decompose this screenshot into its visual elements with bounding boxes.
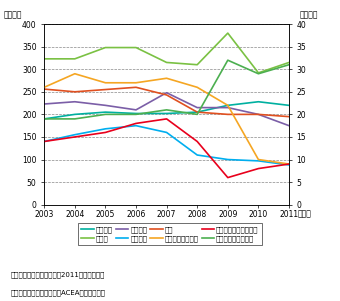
スペイン <box>134 124 138 128</box>
ドイツ <box>42 57 46 61</box>
アイルランド（左軸） <box>73 135 77 139</box>
英国 <box>42 87 46 91</box>
ギリシャ（左軸） <box>287 162 291 166</box>
Text: （万台）: （万台） <box>299 11 318 20</box>
Line: ギリシャ（左軸）: ギリシャ（左軸） <box>44 74 289 164</box>
フランス <box>287 104 291 107</box>
アイルランド（左軸） <box>256 167 260 170</box>
ポルトガル（左軸） <box>134 113 138 116</box>
Line: アイルランド（左軸）: アイルランド（左軸） <box>44 119 289 178</box>
イタリア <box>165 91 169 95</box>
ポルトガル（左軸） <box>195 113 199 116</box>
アイルランド（左軸） <box>226 176 230 179</box>
フランス <box>103 110 107 114</box>
Text: （万台）: （万台） <box>3 11 22 20</box>
ドイツ <box>195 63 199 67</box>
ポルトガル（左軸） <box>256 72 260 76</box>
Text: 備考：乗用車の登録台数。2011年は速報値。: 備考：乗用車の登録台数。2011年は速報値。 <box>10 271 105 278</box>
フランス <box>42 117 46 121</box>
Line: ドイツ: ドイツ <box>44 33 289 73</box>
フランス <box>226 104 230 107</box>
Text: （年）: （年） <box>298 209 311 218</box>
フランス <box>165 112 169 115</box>
アイルランド（左軸） <box>103 131 107 134</box>
イタリア <box>134 108 138 112</box>
フランス <box>134 112 138 115</box>
スペイン <box>165 131 169 134</box>
ギリシャ（左軸） <box>134 81 138 85</box>
英国 <box>165 93 169 97</box>
イタリア <box>287 124 291 128</box>
スペイン <box>42 140 46 143</box>
ドイツ <box>226 31 230 35</box>
イタリア <box>42 102 46 106</box>
フランス <box>73 113 77 116</box>
スペイン <box>103 127 107 131</box>
英国 <box>256 113 260 116</box>
英国 <box>73 90 77 94</box>
アイルランド（左軸） <box>42 140 46 143</box>
英国 <box>134 85 138 89</box>
スペイン <box>73 133 77 137</box>
スペイン <box>226 158 230 161</box>
イタリア <box>195 106 199 110</box>
ポルトガル（左軸） <box>103 113 107 116</box>
スペイン <box>195 153 199 157</box>
ギリシャ（左軸） <box>165 76 169 80</box>
ポルトガル（左軸） <box>165 108 169 112</box>
ドイツ <box>287 61 291 64</box>
アイルランド（左軸） <box>165 117 169 121</box>
ドイツ <box>103 46 107 49</box>
イタリア <box>226 106 230 110</box>
ギリシャ（左軸） <box>42 85 46 89</box>
ポルトガル（左軸） <box>42 117 46 121</box>
Line: イタリア: イタリア <box>44 93 289 126</box>
ギリシャ（左軸） <box>73 72 77 76</box>
ポルトガル（左軸） <box>287 63 291 67</box>
フランス <box>195 110 199 114</box>
Text: 資料：欧州自動車工業会（ACEA）から作成。: 資料：欧州自動車工業会（ACEA）から作成。 <box>10 289 105 296</box>
スペイン <box>256 159 260 163</box>
ギリシャ（左軸） <box>103 81 107 85</box>
Line: 英国: 英国 <box>44 87 289 117</box>
ドイツ <box>256 71 260 75</box>
ギリシャ（左軸） <box>195 85 199 89</box>
ポルトガル（左軸） <box>73 117 77 121</box>
ドイツ <box>73 57 77 61</box>
イタリア <box>256 113 260 116</box>
Line: ポルトガル（左軸）: ポルトガル（左軸） <box>44 60 289 119</box>
英国 <box>195 110 199 114</box>
英国 <box>103 88 107 92</box>
フランス <box>256 100 260 104</box>
Line: フランス: フランス <box>44 102 289 119</box>
Legend: フランス, ドイツ, イタリア, スペイン, 英国, ギリシャ（左軸）, アイルランド（左軸）, ポルトガル（左軸）: フランス, ドイツ, イタリア, スペイン, 英国, ギリシャ（左軸）, アイル… <box>78 223 262 245</box>
アイルランド（左軸） <box>134 122 138 125</box>
アイルランド（左軸） <box>287 162 291 166</box>
英国 <box>226 113 230 116</box>
アイルランド（左軸） <box>195 140 199 143</box>
ポルトガル（左軸） <box>226 58 230 62</box>
ギリシャ（左軸） <box>226 104 230 107</box>
Line: スペイン: スペイン <box>44 126 289 165</box>
イタリア <box>73 100 77 104</box>
ドイツ <box>165 61 169 64</box>
イタリア <box>103 104 107 107</box>
英国 <box>287 115 291 119</box>
スペイン <box>287 163 291 167</box>
ギリシャ（左軸） <box>256 158 260 161</box>
ドイツ <box>134 46 138 49</box>
